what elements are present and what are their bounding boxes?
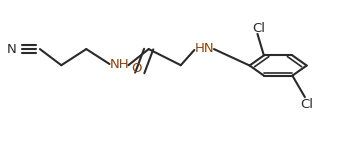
Text: O: O [132, 62, 142, 75]
Text: N: N [7, 43, 17, 56]
Text: HN: HN [195, 42, 214, 55]
Text: Cl: Cl [300, 97, 314, 111]
Text: NH: NH [109, 58, 129, 71]
Text: Cl: Cl [252, 22, 265, 35]
